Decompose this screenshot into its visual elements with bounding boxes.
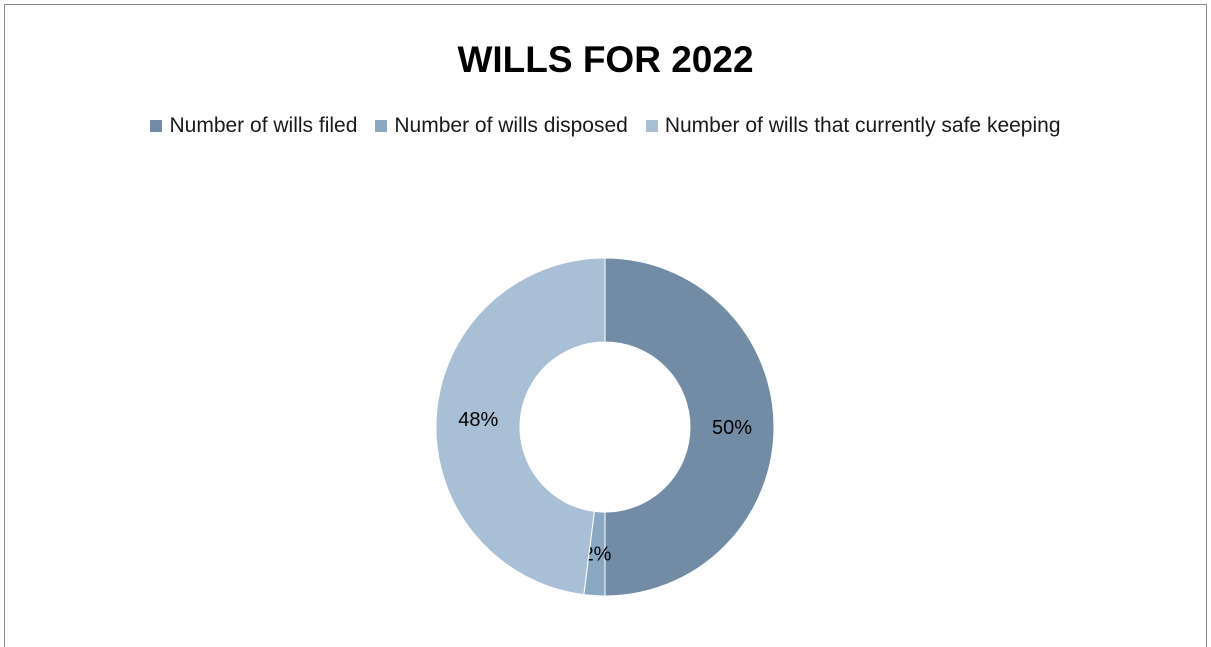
- legend-swatch-wills-safe-keeping: [645, 120, 658, 132]
- legend-item-wills-disposed: Number of wills disposed: [375, 114, 628, 138]
- legend-item-wills-filed: Number of wills filed: [150, 114, 357, 138]
- legend-swatch-wills-disposed: [375, 120, 388, 132]
- legend-label-wills-filed: Number of wills filed: [169, 114, 358, 137]
- legend-swatch-wills-filed: [150, 120, 163, 132]
- legend-item-wills-safe-keeping: Number of wills that currently safe keep…: [645, 114, 1061, 138]
- donut-slice-wills-safe-keeping: [435, 257, 606, 596]
- data-label-wills-filed: 50%: [712, 417, 752, 439]
- data-label-wills-safe-keeping: 48%: [458, 409, 498, 431]
- chart-legend: Number of wills filed Number of wills di…: [0, 114, 1211, 138]
- donut-slice-wills-filed: [604, 257, 775, 597]
- legend-label-wills-safe-keeping: Number of wills that currently safe keep…: [664, 114, 1061, 137]
- legend-label-wills-disposed: Number of wills disposed: [394, 114, 628, 137]
- chart-title: WILLS FOR 2022: [457, 39, 754, 80]
